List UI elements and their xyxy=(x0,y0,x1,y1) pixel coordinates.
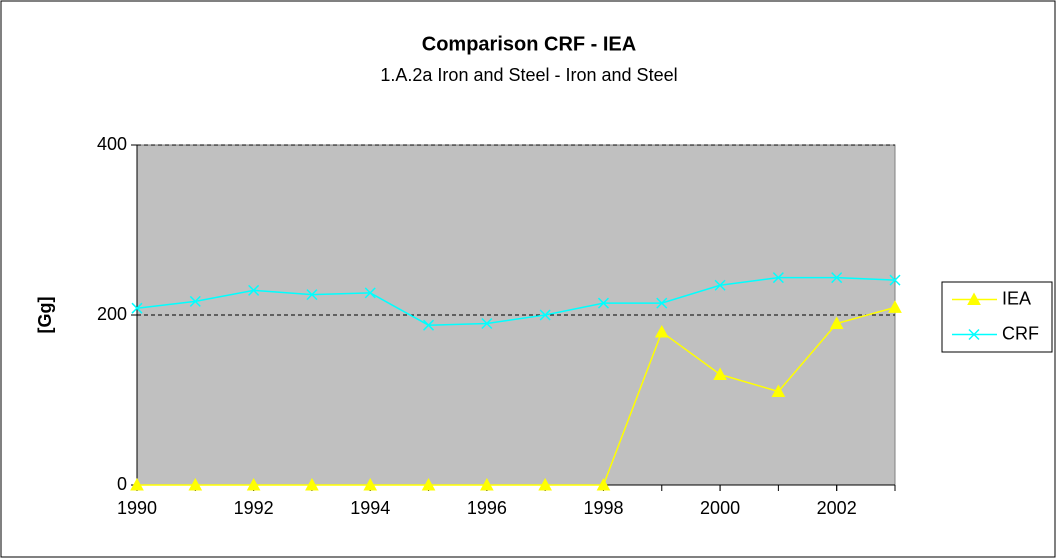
data-point xyxy=(421,477,436,491)
data-point xyxy=(306,289,318,301)
x-tick-label: 2000 xyxy=(700,498,740,518)
chart-title: Comparison CRF - IEA xyxy=(422,33,636,55)
data-point xyxy=(596,477,611,491)
data-point xyxy=(772,272,784,284)
series-line xyxy=(136,276,896,326)
data-point xyxy=(246,477,261,491)
series-line xyxy=(137,306,896,486)
data-point xyxy=(597,297,609,309)
data-point xyxy=(481,317,493,330)
data-point xyxy=(713,367,727,380)
data-point xyxy=(889,274,901,286)
data-point xyxy=(831,272,843,284)
x-tick-label: 1990 xyxy=(117,498,157,518)
x-tick-label: 2002 xyxy=(817,498,857,518)
y-tick-label: 400 xyxy=(97,134,127,154)
data-point xyxy=(189,295,201,307)
data-point xyxy=(248,284,260,296)
data-point xyxy=(480,477,494,491)
data-point xyxy=(131,302,143,314)
data-point xyxy=(364,287,376,299)
x-tick-label: 1996 xyxy=(467,498,507,518)
data-point xyxy=(714,279,726,291)
data-point xyxy=(305,477,319,491)
data-point xyxy=(539,309,551,321)
data-point xyxy=(538,477,552,491)
chart-subtitle: 1.A.2a Iron and Steel - Iron and Steel xyxy=(380,65,677,85)
data-point xyxy=(130,477,144,491)
y-axis-label: [Gg] xyxy=(35,297,55,334)
y-tick-label: 200 xyxy=(97,304,127,324)
data-point xyxy=(423,319,435,331)
data-point xyxy=(656,297,668,309)
data-point xyxy=(888,300,902,313)
legend-marker xyxy=(968,328,980,341)
x-tick-label: 1992 xyxy=(234,498,274,518)
data-point xyxy=(771,384,786,397)
data-point xyxy=(188,477,203,491)
x-tick-label: 1998 xyxy=(583,498,623,518)
legend-marker xyxy=(967,292,981,305)
y-tick-label: 0 xyxy=(117,474,127,494)
data-point xyxy=(829,316,844,329)
data-point xyxy=(363,477,378,491)
x-tick-label: 1994 xyxy=(350,498,390,518)
legend-label: IEA xyxy=(1002,288,1031,308)
legend-label: CRF xyxy=(1002,323,1039,343)
legend-box xyxy=(941,281,1053,353)
data-point xyxy=(654,324,669,338)
